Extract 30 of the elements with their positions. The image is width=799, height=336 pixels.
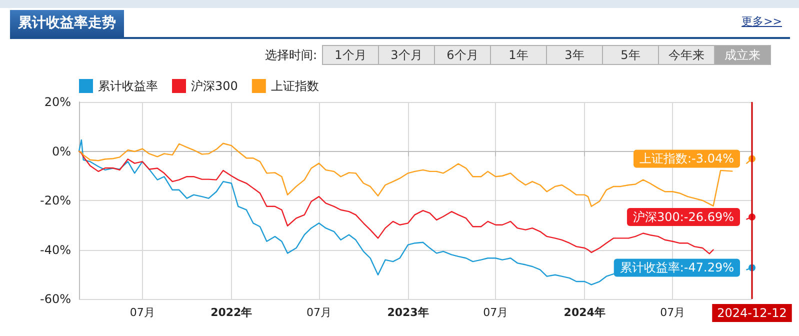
ref-line-label: 2024-12-12: [717, 306, 787, 320]
legend-label: 上证指数: [270, 79, 319, 93]
annotation: 沪深300:-26.69%: [632, 210, 734, 224]
text: 6个月: [435, 45, 491, 65]
x-tick-label: 2023年: [387, 306, 429, 319]
x-tick-label: 07月: [483, 306, 508, 319]
text: 成立来: [715, 45, 771, 65]
x-tick-label: 07月: [130, 306, 155, 319]
text: 5年: [603, 45, 659, 65]
text: 1年: [491, 45, 547, 65]
legend-label: 累计收益率: [98, 79, 158, 93]
annotation: 累计收益率:-47.29%: [620, 260, 734, 275]
text: 今年来: [659, 45, 715, 65]
text: 选择时间:: [264, 46, 317, 64]
y-tick-label: -40%: [40, 242, 71, 257]
annotation: 上证指数:-3.04%: [640, 152, 734, 166]
text: 3年: [547, 45, 603, 65]
text: 3个月: [379, 45, 435, 65]
x-tick-label: 2024年: [564, 306, 606, 319]
chart-title: 累计收益率走势: [10, 10, 124, 37]
text: 1个月: [322, 45, 379, 65]
y-tick-label: -60%: [40, 292, 71, 306]
x-tick-label: 07月: [660, 306, 686, 319]
y-tick-label: -20%: [40, 194, 71, 208]
x-tick-label: 2022年: [210, 306, 252, 319]
legend-label: 沪深300: [191, 79, 238, 93]
y-tick-label: 20%: [44, 95, 71, 109]
x-tick-label: 07月: [306, 306, 332, 319]
text: 更多>>: [742, 14, 782, 29]
y-tick-label: 0%: [52, 144, 71, 158]
